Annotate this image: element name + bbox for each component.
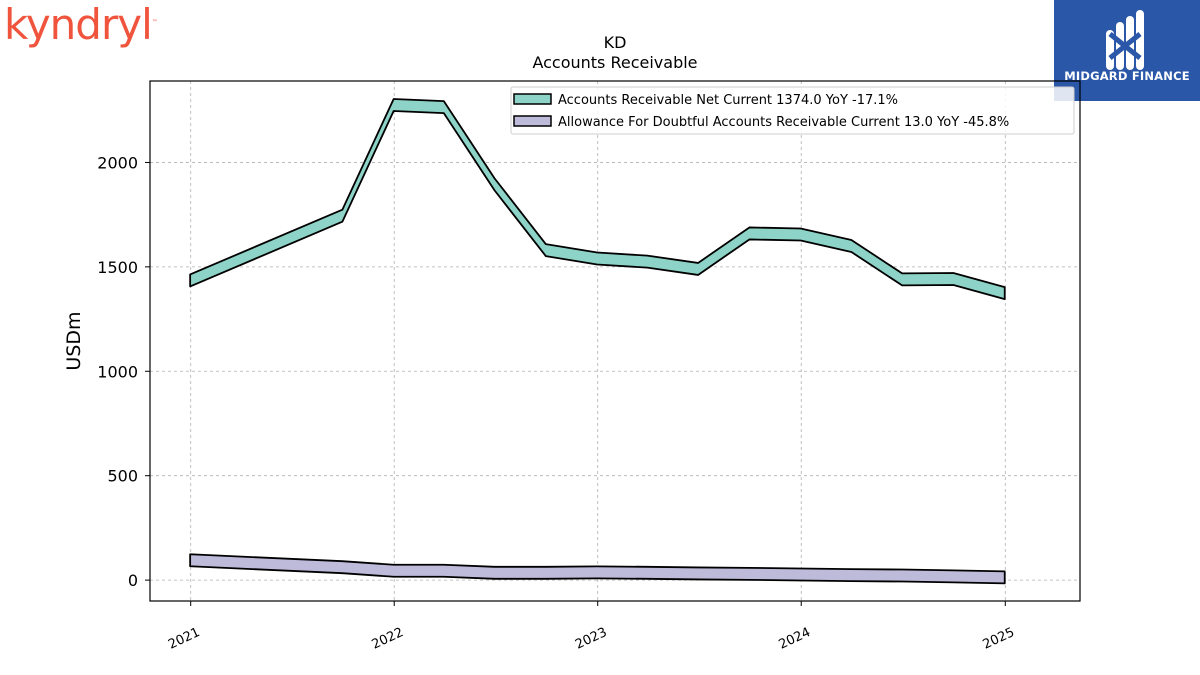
plot-frame — [149, 80, 1081, 602]
legend-label-allowance: Allowance For Doubtful Accounts Receivab… — [558, 115, 1009, 130]
midgard-emblem-icon — [1106, 10, 1144, 70]
legend-box — [510, 86, 1075, 135]
x-tick-label: 2023 — [573, 625, 609, 653]
legend: Accounts Receivable Net Current 1374.0 Y… — [510, 86, 1075, 135]
chart-title: KD — [604, 33, 627, 52]
midgard-finance-label: MIDGARD FINANCE — [1064, 69, 1190, 83]
x-tick-label: 2024 — [777, 625, 813, 653]
y-tick-label: 2000 — [97, 153, 138, 172]
y-tick-label: 1000 — [97, 362, 138, 381]
y-axis-label: USDm — [63, 311, 85, 370]
series-band-0 — [189, 98, 1006, 301]
x-axis-ticks: 2021 2022 2023 2024 2025 — [166, 601, 1017, 653]
y-tick-label: 0 — [128, 571, 138, 590]
legend-label-receivable: Accounts Receivable Net Current 1374.0 Y… — [558, 93, 898, 108]
y-tick-label: 500 — [107, 467, 138, 486]
legend-swatch-receivable — [513, 93, 552, 105]
x-tick-label: 2021 — [166, 625, 202, 653]
x-tick-label: 2025 — [981, 625, 1017, 653]
series-layer — [189, 98, 1006, 585]
series-band-1 — [189, 553, 1006, 585]
kyndryl-logo: kyndryl™ — [4, 0, 158, 49]
midgard-finance-badge: MIDGARD FINANCE — [1054, 0, 1200, 101]
y-tick-label: 1500 — [97, 258, 138, 277]
legend-swatch-allowance — [513, 115, 552, 127]
chart-subtitle: Accounts Receivable — [532, 53, 697, 72]
grid-lines — [150, 81, 1080, 601]
y-axis-ticks: 0 500 1000 1500 2000 — [97, 153, 150, 590]
x-tick-label: 2022 — [370, 625, 406, 653]
